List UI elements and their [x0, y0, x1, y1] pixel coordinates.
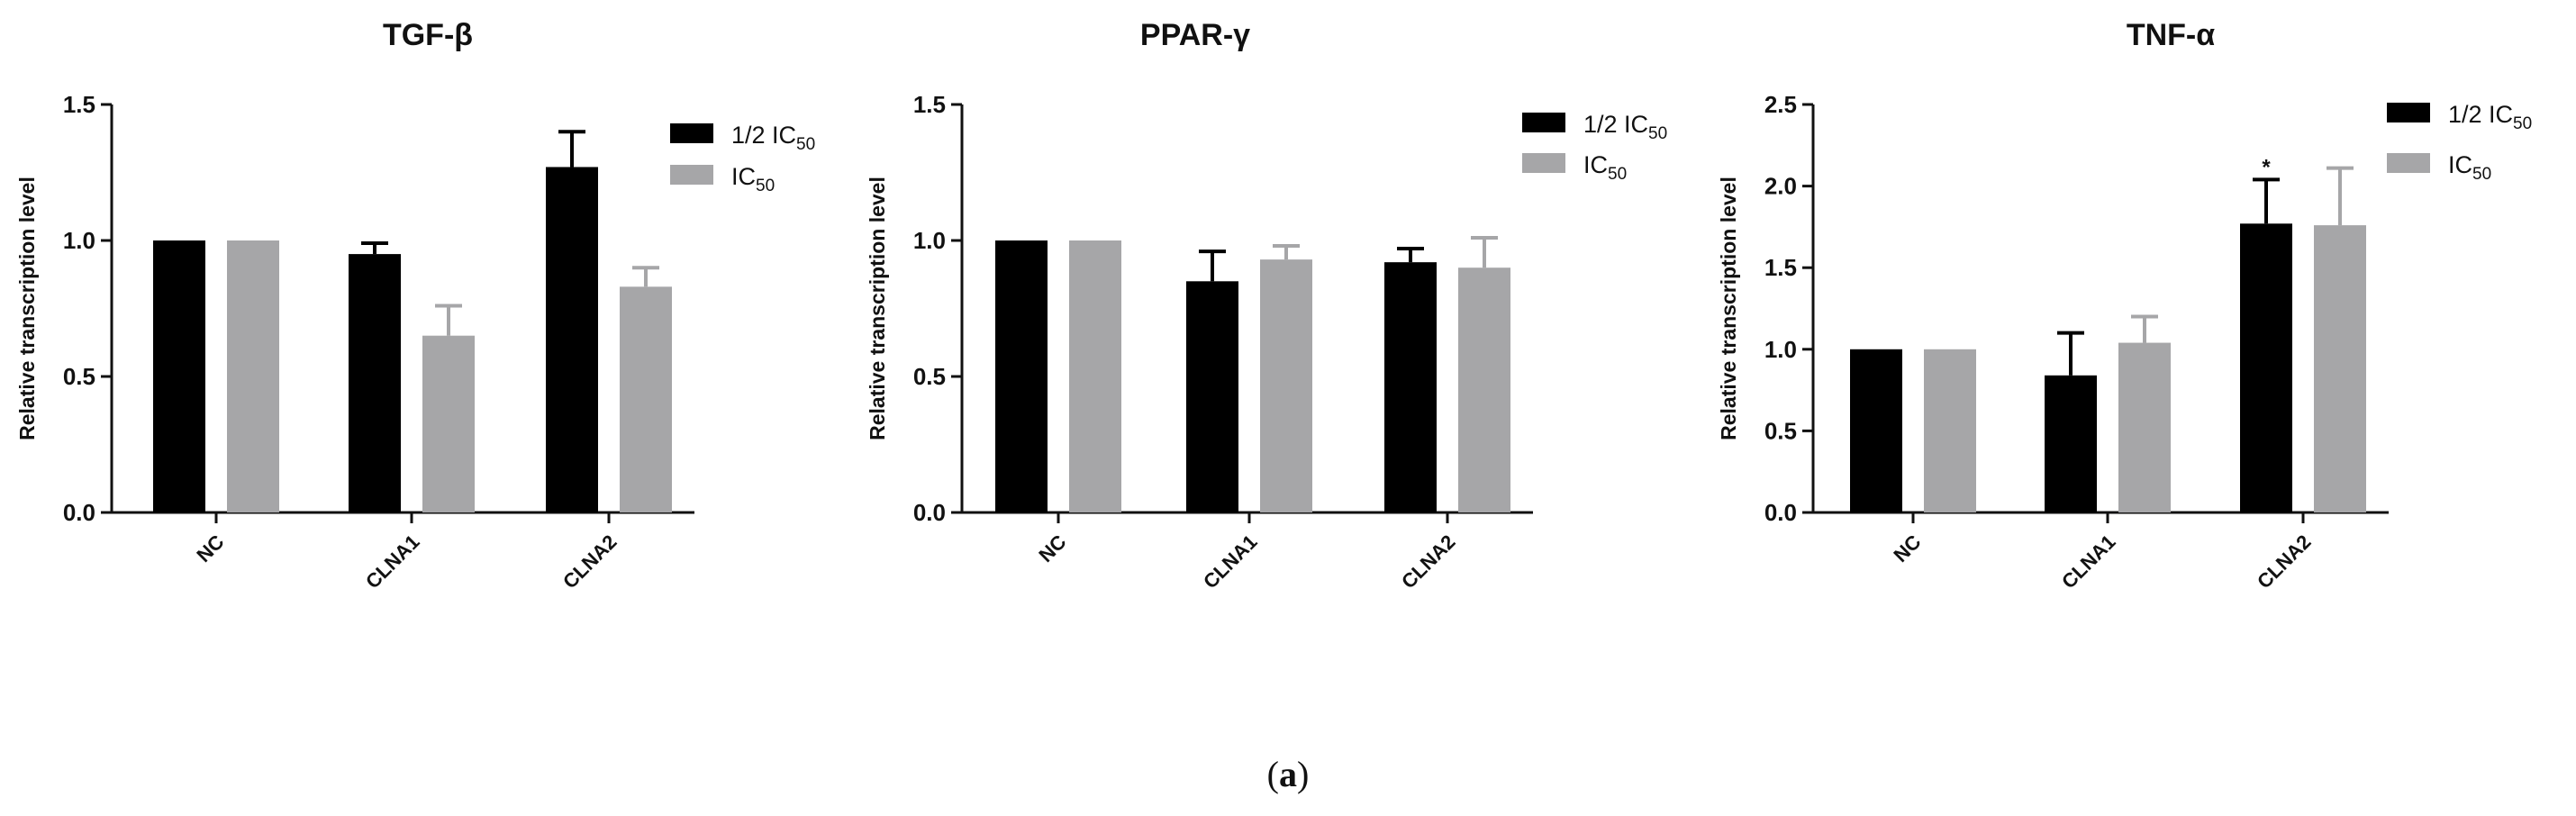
x-tick-label: NC [1034, 530, 1070, 567]
bar-ic50-clna1 [422, 335, 475, 512]
x-tick-label: CLNA1 [2057, 530, 2120, 594]
legend-label-text: IC [731, 163, 756, 190]
bar-half-ic50-clna1 [1186, 281, 1238, 512]
significance-marker: * [2262, 155, 2271, 179]
legend-item-ic50-swatch [2387, 153, 2430, 173]
bar-half-ic50-clna2 [2240, 223, 2292, 512]
figure-caption: (a) [0, 753, 2576, 795]
x-tick-label: CLNA1 [1199, 530, 1262, 594]
bar-ic50-clna2 [1458, 267, 1510, 512]
legend-item-ic50-swatch [670, 165, 713, 185]
y-tick-label: 1.5 [1764, 254, 1797, 281]
legend-item-half-ic50-swatch [2387, 103, 2430, 122]
panel-title: TGF-β [383, 18, 473, 52]
legend-label-text: IC [1583, 151, 1608, 178]
legend-item-half-ic50-label: 1/2 IC50 [2448, 101, 2532, 133]
chart-panel-tnf-alpha: TNF-α Relative transcription level 0.0 0.5 1… [1717, 18, 2532, 593]
legend-label-subscript: 50 [2472, 165, 2491, 184]
bar-half-ic50-nc [153, 240, 205, 512]
bar-ic50-clna1 [1260, 259, 1312, 512]
legend-item-half-ic50-label: 1/2 IC50 [731, 122, 815, 154]
y-tick-label: 1.0 [63, 227, 95, 254]
bar-ic50-nc [1069, 240, 1121, 512]
legend-item-ic50-label: IC50 [2448, 151, 2491, 184]
caption-letter: a [1279, 754, 1297, 794]
x-tick-label: NC [1889, 530, 1925, 567]
x-tick-label: CLNA2 [558, 530, 621, 594]
x-tick-label: CLNA1 [361, 530, 424, 594]
y-tick-label: 1.5 [63, 91, 95, 118]
y-tick-label: 1.5 [913, 91, 946, 118]
panel-title: PPAR-γ [1140, 18, 1250, 52]
legend-item-ic50-label: IC50 [1583, 151, 1627, 184]
y-tick-label: 1.0 [1764, 336, 1797, 363]
bar-ic50-clna2 [620, 286, 672, 512]
y-tick-label: 0.0 [1764, 499, 1797, 526]
bar-ic50-clna2 [2314, 225, 2366, 512]
y-tick-label: 0.0 [63, 499, 95, 526]
caption-close: ) [1297, 754, 1310, 794]
legend-item-ic50-swatch [1522, 153, 1565, 173]
x-tick-label: NC [192, 530, 228, 567]
legend-label-subscript: 50 [2513, 114, 2532, 133]
legend-label-text: 1/2 IC [2448, 101, 2513, 128]
legend-label-text: 1/2 IC [1583, 111, 1648, 138]
y-axis-label: Relative transcription level [1717, 177, 1740, 440]
bar-ic50-nc [1924, 349, 1976, 512]
y-tick-label: 0.5 [1764, 417, 1797, 444]
legend-label-subscript: 50 [756, 177, 775, 195]
bar-half-ic50-clna1 [349, 254, 401, 512]
y-tick-label: 1.0 [913, 227, 946, 254]
legend-label-text: IC [2448, 151, 2472, 178]
bar-half-ic50-nc [1850, 349, 1902, 512]
caption-open: ( [1266, 754, 1279, 794]
legend-label-subscript: 50 [1648, 124, 1667, 143]
x-tick-label: CLNA2 [1397, 530, 1460, 594]
legend-label-subscript: 50 [796, 135, 815, 154]
y-tick-label: 0.5 [913, 363, 946, 390]
legend-item-half-ic50-swatch [1522, 113, 1565, 132]
x-tick-label: CLNA2 [2253, 530, 2316, 594]
y-tick-label: 2.5 [1764, 91, 1797, 118]
bar-half-ic50-clna2 [546, 167, 598, 512]
chart-panel-tgf-beta: TGF-β Relative transcription level 0.0 0.5 1… [15, 18, 815, 593]
bar-half-ic50-nc [995, 240, 1048, 512]
y-axis-label: Relative transcription level [15, 177, 39, 440]
legend-item-half-ic50-swatch [670, 123, 713, 143]
bar-half-ic50-clna1 [2045, 375, 2097, 512]
y-tick-label: 2.0 [1764, 173, 1797, 200]
bar-ic50-clna1 [2118, 342, 2171, 512]
bar-half-ic50-clna2 [1384, 262, 1437, 512]
legend-item-half-ic50-label: 1/2 IC50 [1583, 111, 1667, 143]
bar-ic50-nc [227, 240, 279, 512]
chart-panel-ppar-gamma: PPAR-γ Relative transcription level 0.0 0.5… [866, 18, 1667, 593]
legend-item-ic50-label: IC50 [731, 163, 775, 195]
panel-title: TNF-α [2127, 18, 2215, 52]
legend-label-subscript: 50 [1608, 165, 1627, 184]
y-axis-label: Relative transcription level [866, 177, 889, 440]
y-tick-label: 0.5 [63, 363, 95, 390]
y-tick-label: 0.0 [913, 499, 946, 526]
legend-label-text: 1/2 IC [731, 122, 796, 149]
